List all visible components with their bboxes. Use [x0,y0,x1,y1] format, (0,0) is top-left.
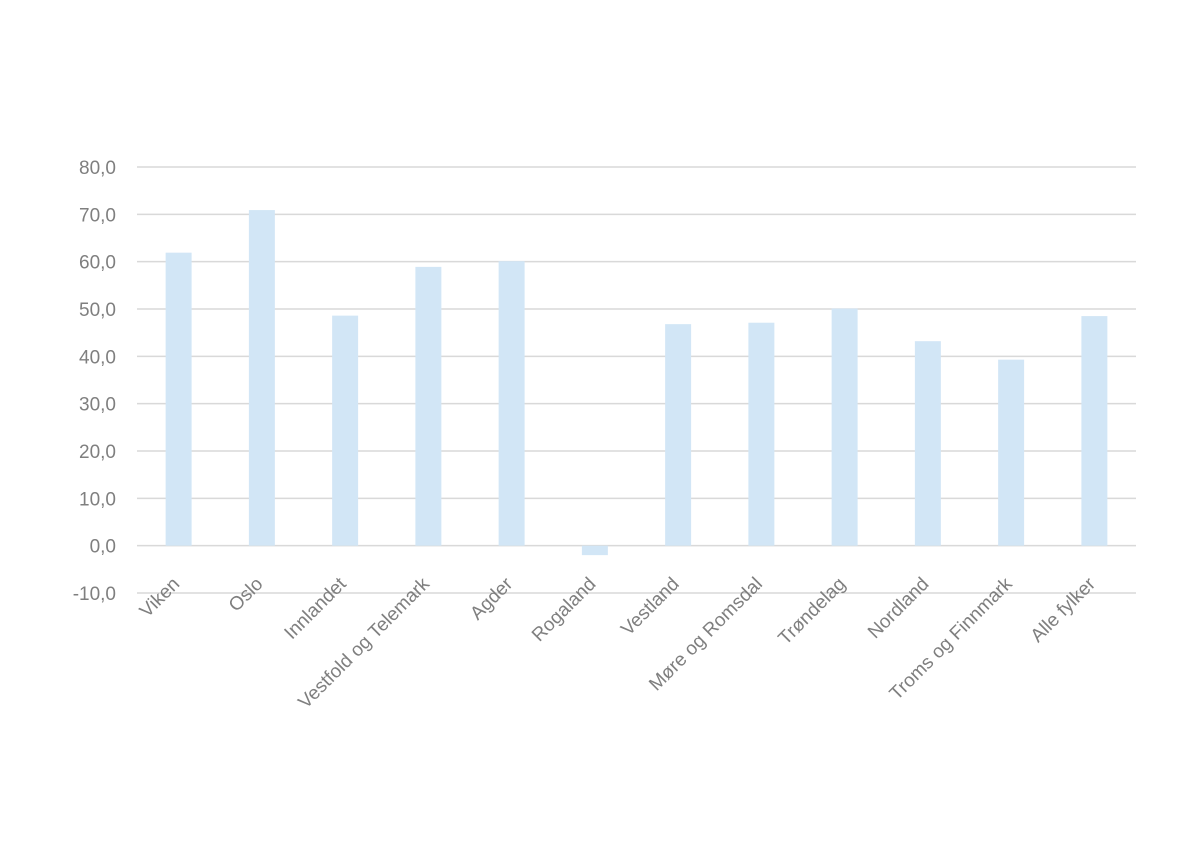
gridlines [137,166,1136,594]
bar-troms-og-finnmark [998,359,1025,546]
x-category-label: Alle fylker [1027,573,1101,647]
x-category-label: Agder [466,573,517,624]
bar-vestfold-og-telemark [415,266,442,546]
y-tick-label: 80,0 [79,158,116,179]
bar-nordland [914,341,941,546]
bar-alle-fylker [1081,316,1108,546]
bar-vestland [665,324,692,546]
y-axis-tick-labels: -10,0 0,0 10,0 20,0 30,0 40,0 50,0 60,0 70,0 80,0 [73,158,116,605]
y-tick-label: 40,0 [79,347,116,368]
x-category-label: Viken [136,574,184,622]
bar-rogaland [581,545,608,556]
y-tick-label: 60,0 [79,253,116,274]
bar-trøndelag [831,308,858,546]
y-tick-label: 70,0 [79,205,116,226]
x-category-label: Oslo [225,574,267,616]
y-tick-label: 10,0 [79,489,116,510]
x-category-label: Vestland [617,574,683,640]
y-tick-label: 50,0 [79,300,116,321]
x-category-label: Nordland [864,574,933,643]
x-category-label: Trøndelag [775,574,851,650]
x-category-label: Innlandet [281,573,352,644]
y-tick-label: 30,0 [79,395,116,416]
bars [165,210,1108,556]
y-tick-label: 0,0 [90,537,116,558]
bar-møre-og-romsdal [748,322,775,546]
bar-innlandet [332,315,359,546]
x-category-label: Rogaland [528,574,600,646]
bar-agder [498,261,525,546]
bar-oslo [248,210,275,546]
y-tick-label: 20,0 [79,442,116,463]
bar-viken [165,252,192,546]
y-tick-label: -10,0 [73,584,116,605]
